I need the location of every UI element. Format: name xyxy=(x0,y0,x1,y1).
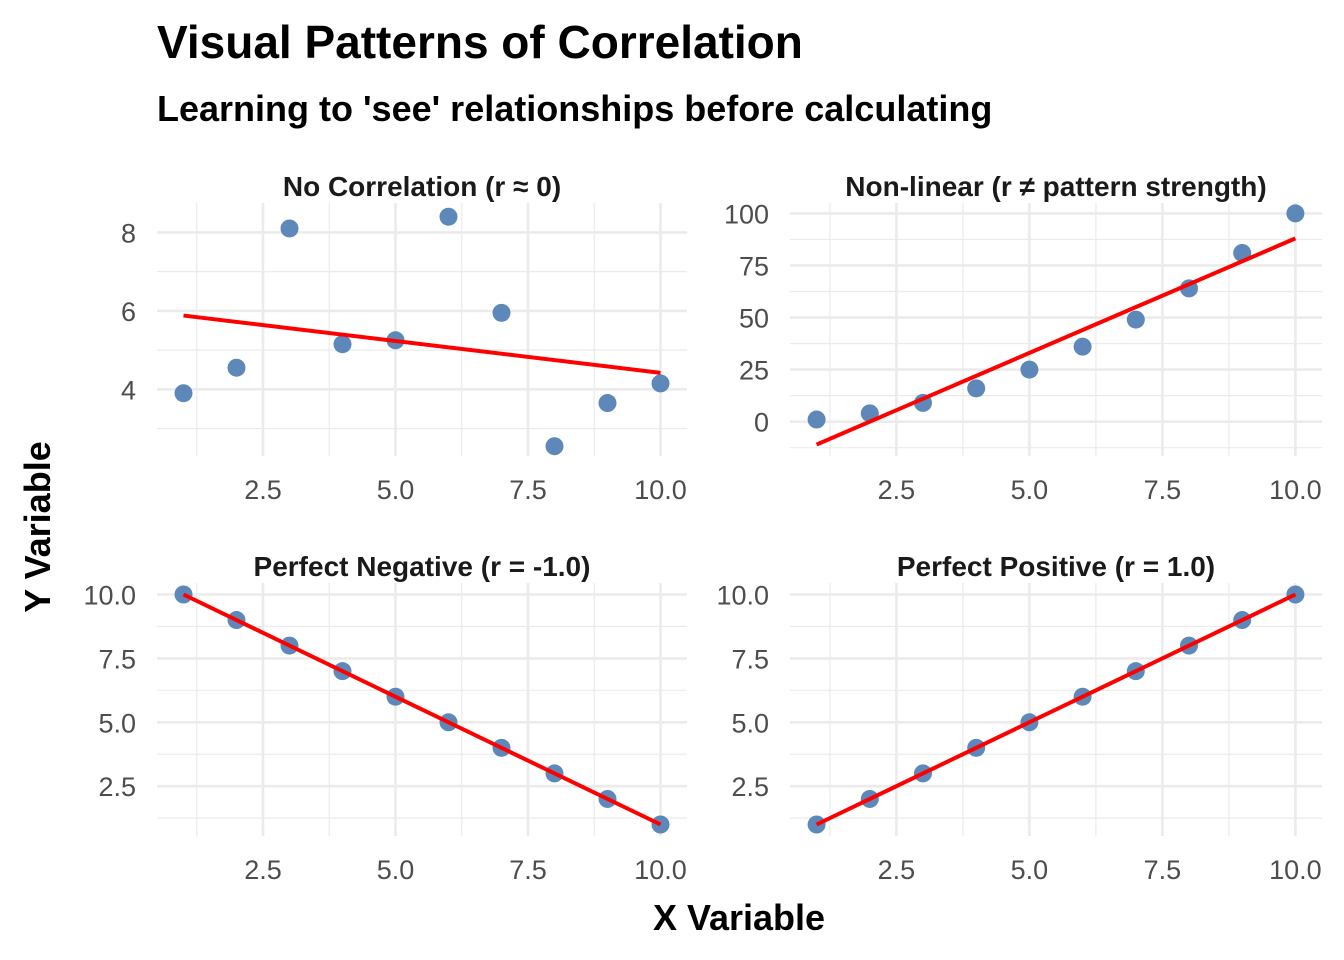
data-point xyxy=(651,374,670,393)
facet-panel: 2.5 5.0 7.5 10.0 4 6 8 No Correlation (r ≈ 0) xyxy=(121,171,687,505)
data-point xyxy=(967,379,986,398)
panel-title: Perfect Positive (r = 1.0) xyxy=(897,551,1215,582)
panel-title: No Correlation (r ≈ 0) xyxy=(283,171,561,202)
data-point xyxy=(492,303,511,322)
x-tick-label: 2.5 xyxy=(244,855,282,885)
x-tick-label: 5.0 xyxy=(1011,475,1049,505)
regression-line xyxy=(815,236,1297,447)
chart-title: Visual Patterns of Correlation xyxy=(157,16,803,68)
y-tick-label: 6 xyxy=(121,297,136,327)
data-point xyxy=(1020,360,1039,379)
x-tick-label: 7.5 xyxy=(1144,855,1182,885)
x-tick-label: 7.5 xyxy=(1144,475,1182,505)
x-tick-label: 7.5 xyxy=(509,475,547,505)
y-tick-label: 0 xyxy=(754,408,769,438)
panel-title: Perfect Negative (r = -1.0) xyxy=(254,551,591,582)
x-tick-label: 7.5 xyxy=(509,855,547,885)
x-tick-label: 10.0 xyxy=(1269,855,1322,885)
x-tick-label: 5.0 xyxy=(1011,855,1049,885)
facet-panel: 2.5 5.0 7.5 10.0 2.5 5.0 7.5 10.0 Perfect Positi… xyxy=(716,551,1322,885)
y-tick-label: 7.5 xyxy=(731,644,769,674)
chart-subtitle: Learning to 'see' relationships before c… xyxy=(157,88,992,129)
x-tick-label: 2.5 xyxy=(244,475,282,505)
data-point xyxy=(1286,204,1305,223)
y-tick-label: 100 xyxy=(724,199,769,229)
facet-panel: 2.5 5.0 7.5 10.0 2.5 5.0 7.5 10.0 Perfect Negati… xyxy=(83,551,687,885)
x-tick-label: 10.0 xyxy=(1269,475,1322,505)
data-point xyxy=(174,384,193,403)
y-tick-label: 7.5 xyxy=(98,644,136,674)
data-point xyxy=(227,358,246,377)
y-tick-label: 5.0 xyxy=(731,708,769,738)
y-tick-label: 4 xyxy=(121,375,136,405)
y-tick-label: 50 xyxy=(739,304,769,334)
panel-title: Non-linear (r ≠ pattern strength) xyxy=(845,171,1266,202)
data-point xyxy=(1073,337,1092,356)
y-axis-title: Y Variable xyxy=(17,441,58,612)
y-tick-label: 2.5 xyxy=(98,772,136,802)
y-tick-label: 75 xyxy=(739,251,769,281)
x-tick-label: 10.0 xyxy=(634,475,687,505)
y-tick-label: 5.0 xyxy=(98,708,136,738)
y-tick-label: 10.0 xyxy=(83,581,136,611)
y-tick-label: 10.0 xyxy=(716,581,769,611)
regression-line xyxy=(183,313,661,375)
data-point xyxy=(807,410,826,429)
x-tick-label: 5.0 xyxy=(377,855,415,885)
regression-line xyxy=(182,592,662,827)
data-point xyxy=(333,335,352,354)
y-tick-label: 8 xyxy=(121,218,136,248)
data-point xyxy=(1126,310,1145,329)
data-point xyxy=(439,207,458,226)
regression-line xyxy=(815,592,1297,827)
data-point xyxy=(545,437,564,456)
facet-panel: 2.5 5.0 7.5 10.0 0 25 50 75 100 Non-linear (r ≠ p… xyxy=(724,171,1322,505)
y-tick-label: 25 xyxy=(739,356,769,386)
data-point xyxy=(280,219,299,238)
data-point xyxy=(598,394,617,413)
x-tick-label: 10.0 xyxy=(634,855,687,885)
x-tick-label: 2.5 xyxy=(878,855,916,885)
x-axis-title: X Variable xyxy=(653,897,825,938)
y-tick-label: 2.5 xyxy=(731,772,769,802)
x-tick-label: 5.0 xyxy=(377,475,415,505)
x-tick-label: 2.5 xyxy=(878,475,916,505)
